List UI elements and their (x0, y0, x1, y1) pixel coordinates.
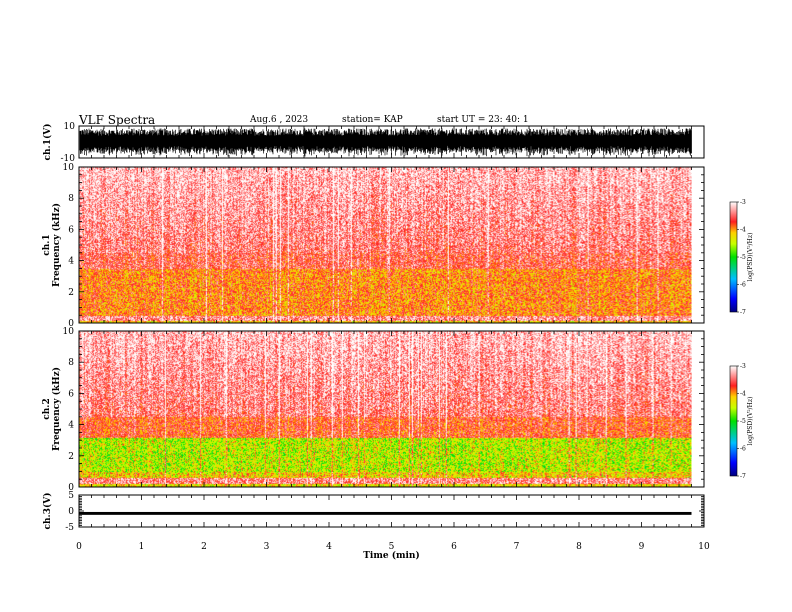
ch1-ytick-label: 8 (68, 194, 74, 204)
ch1-ylabel-frequency: Frequency (kHz) (51, 203, 62, 287)
x-tick-label: 3 (264, 542, 270, 552)
ch2-ytick-label: 8 (68, 358, 74, 368)
x-tick-label: 2 (201, 542, 207, 552)
ch1-colorbar-tick-label: -4 (740, 227, 746, 234)
ch2-colorbar-tick-label: -4 (740, 391, 746, 398)
start-time-label: start UT = 23: 40: 1 (437, 115, 529, 125)
chart-title: VLF Spectra (79, 113, 156, 127)
x-tick-label: 10 (698, 542, 710, 552)
ch1-ytick-label: -10 (61, 154, 76, 164)
date-label: Aug.6 , 2023 (250, 115, 309, 125)
ch2-colorbar-tick-label: -7 (740, 473, 746, 480)
ch1-colorbar-tick-label: -6 (740, 282, 746, 289)
ch1-colorbar-tick-label: -5 (740, 254, 746, 261)
x-tick-label: 1 (139, 542, 145, 552)
ch2-ytick-label: 0 (68, 483, 74, 493)
x-tick-label: 0 (76, 542, 82, 552)
ch2-ytick-label: 10 (63, 327, 75, 337)
x-tick-label: 8 (576, 542, 582, 552)
ch2-ytick-label: 4 (68, 421, 74, 431)
ch1-colorbar (729, 201, 738, 313)
ch1-ylabel-channel: ch.1 (42, 234, 52, 255)
ch2-ytick-label: 2 (68, 452, 74, 462)
ch2-colorbar-tick-label: -3 (740, 363, 746, 370)
ch2-colorbar-tick-label: -6 (740, 446, 746, 453)
x-tick-label: 9 (639, 542, 645, 552)
x-tick-label: 4 (326, 542, 332, 552)
ch1-ytick-label: 0 (68, 319, 74, 329)
ch1-spectrogram-image (79, 167, 692, 323)
ch1-waveform-trace (79, 128, 692, 157)
ch2-colorbar-label: log(PSD)(V²/Hz) (747, 397, 754, 446)
ch2-colorbar (729, 365, 738, 477)
ch1-ytick-label: 2 (68, 288, 74, 298)
station-label: station= KAP (342, 115, 403, 125)
ch2-ylabel-frequency: Frequency (kHz) (51, 367, 62, 451)
ch1-ytick-label: 10 (64, 122, 76, 132)
ch1-colorbar-label: log(PSD)(V²/Hz) (747, 233, 754, 282)
ch1-colorbar-tick-label: -3 (740, 199, 746, 206)
ch2-ylabel-channel: ch.2 (42, 398, 52, 419)
ch2-ytick-label: 6 (68, 389, 74, 399)
ch3-ytick-label: -5 (65, 523, 74, 533)
ch2-colorbar-tick-label: -5 (740, 418, 746, 425)
x-tick-label: 7 (514, 542, 520, 552)
ch1-colorbar-tick-label: -7 (740, 309, 746, 316)
ch3-waveform-band (79, 511, 692, 515)
ch1-ytick-label: 4 (68, 257, 74, 267)
ch3-ylabel: ch.3(V) (42, 493, 53, 530)
x-axis-label: Time (min) (363, 550, 420, 561)
ch3-ytick-label: 5 (68, 491, 74, 501)
ch1-ytick-label: 6 (68, 225, 74, 235)
ch1-ylabel: ch.1(V) (42, 124, 53, 161)
ch2-spectrogram-image (79, 331, 692, 487)
ch3-ytick-label: 0 (68, 507, 74, 517)
x-tick-label: 6 (451, 542, 457, 552)
x-tick-label: 5 (389, 542, 395, 552)
ch1-ytick-label: 10 (63, 163, 75, 173)
